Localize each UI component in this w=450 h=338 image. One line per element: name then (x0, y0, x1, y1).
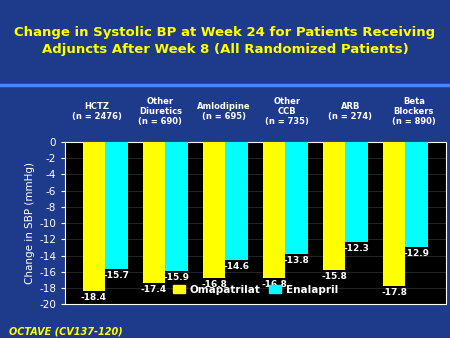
Bar (82, 142, 105, 291)
Text: -16.8: -16.8 (261, 280, 287, 289)
Text: -16.8: -16.8 (201, 280, 227, 289)
Bar (323, 142, 346, 270)
Bar (285, 142, 308, 254)
Text: Other
CCB
(n = 735): Other CCB (n = 735) (265, 97, 309, 126)
Text: HCTZ
(n = 2476): HCTZ (n = 2476) (72, 102, 122, 121)
Text: Beta
Blockers
(n = 890): Beta Blockers (n = 890) (392, 97, 436, 126)
Text: OCTAVE (CV137-120): OCTAVE (CV137-120) (9, 327, 123, 337)
Bar (405, 142, 428, 247)
Text: -15.9: -15.9 (164, 273, 190, 282)
Legend: Omapatrilat, Enalapril: Omapatrilat, Enalapril (169, 281, 342, 299)
Bar (105, 142, 128, 269)
Text: -15.7: -15.7 (104, 271, 130, 280)
Text: -12.9: -12.9 (404, 249, 430, 258)
Text: ARB
(n = 274): ARB (n = 274) (328, 102, 373, 121)
Text: -12.3: -12.3 (344, 244, 370, 253)
Bar (143, 142, 165, 283)
Text: -14.6: -14.6 (224, 262, 250, 271)
Bar (225, 142, 248, 260)
Text: -15.8: -15.8 (321, 272, 347, 281)
Text: -13.8: -13.8 (284, 256, 310, 265)
Bar (346, 142, 368, 242)
Bar (165, 142, 188, 271)
Text: Change in Systolic BP at Week 24 for Patients Receiving
Adjuncts After Week 8 (A: Change in Systolic BP at Week 24 for Pat… (14, 26, 436, 55)
Bar (202, 142, 225, 278)
Bar (382, 142, 405, 286)
Text: Other
Diuretics
(n = 690): Other Diuretics (n = 690) (138, 97, 182, 126)
Text: Amlodipine
(n = 695): Amlodipine (n = 695) (197, 102, 251, 121)
Text: -17.4: -17.4 (141, 285, 167, 294)
Bar (263, 142, 285, 278)
Text: -18.4: -18.4 (81, 293, 107, 302)
Text: -17.8: -17.8 (381, 288, 407, 297)
Y-axis label: Change in SBP (mmHg): Change in SBP (mmHg) (25, 162, 35, 284)
